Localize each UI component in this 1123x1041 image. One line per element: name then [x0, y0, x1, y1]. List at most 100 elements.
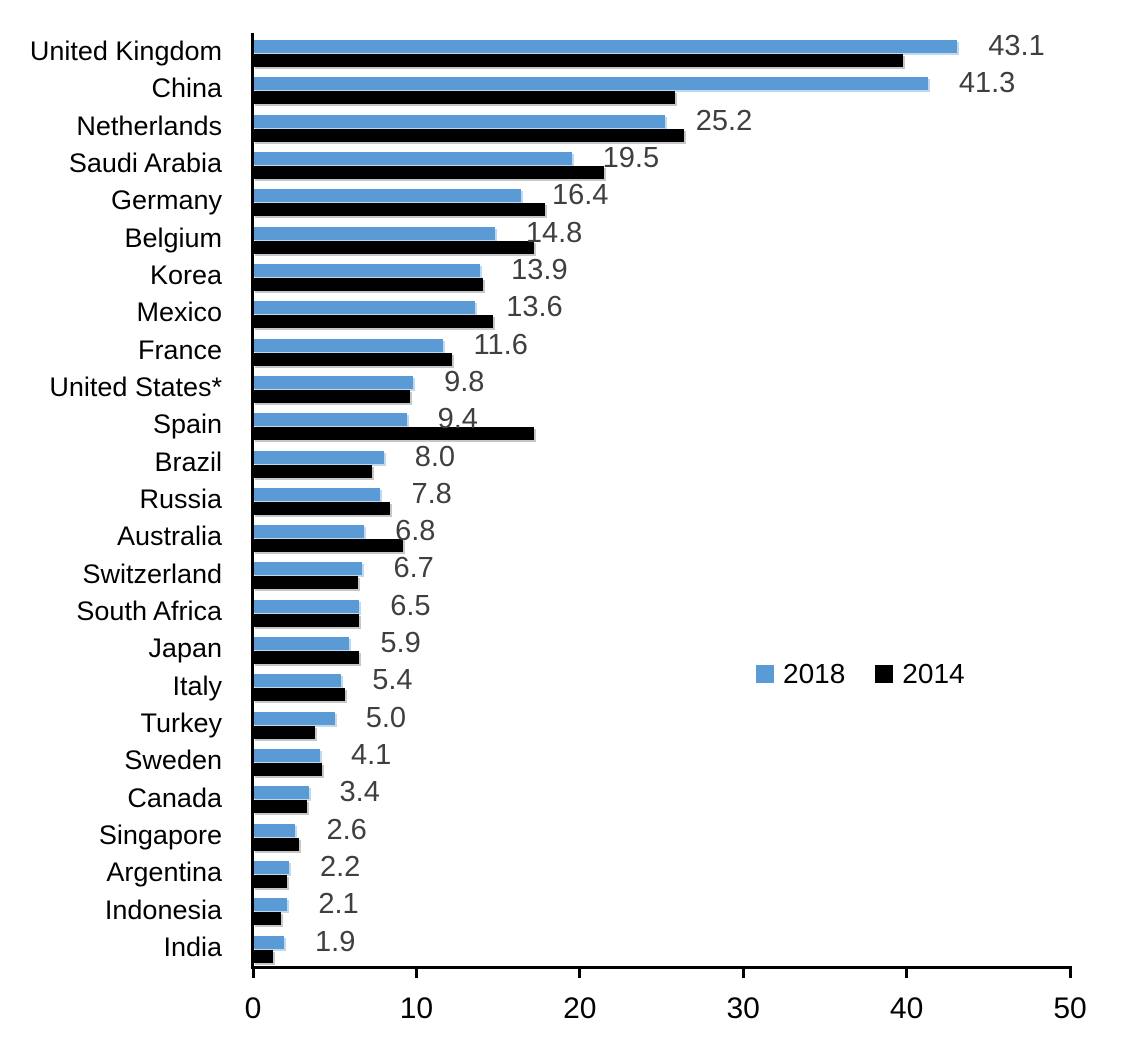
legend-swatch-2014 [875, 665, 894, 683]
category-label-china: China [151, 73, 222, 104]
data-label-sweden: 4.1 [350, 739, 392, 772]
bar-2018-south-africa [253, 599, 360, 613]
data-label-turkey: 5.0 [365, 701, 407, 734]
category-label-united-kingdom: United Kingdom [29, 36, 222, 67]
bar-2018-spain [253, 413, 407, 427]
category-label-australia: Australia [116, 521, 222, 552]
bar-2018-mexico [253, 301, 476, 315]
bar-2014-mexico [253, 315, 494, 329]
data-label-saudi-arabia: 19.5 [602, 141, 660, 174]
data-label-switzerland: 6.7 [393, 552, 434, 585]
bar-2014-belgium [253, 240, 535, 254]
data-label-france: 11.6 [473, 328, 528, 361]
bar-2014-spain [253, 427, 535, 441]
x-axis-tick-50 [1068, 969, 1072, 978]
bar-2018-korea [253, 263, 481, 277]
data-label-argentina: 2.2 [319, 851, 361, 884]
bar-2018-belgium [253, 226, 495, 240]
category-label-italy: Italy [172, 670, 222, 701]
category-label-france: France [137, 334, 222, 365]
data-label-spain: 9.4 [437, 403, 478, 436]
legend-item-2014: 2014 [875, 658, 965, 690]
x-axis-tick-label-0: 0 [244, 992, 262, 1025]
data-label-japan: 5.9 [380, 627, 421, 660]
bar-2014-indonesia [253, 912, 281, 926]
bar-2014-germany [253, 203, 546, 217]
bar-2014-korea [253, 277, 484, 291]
x-axis-tick-30 [741, 969, 745, 978]
bar-2014-netherlands [253, 128, 685, 142]
bar-2018-canada [253, 786, 309, 800]
bar-2014-saudi-arabia [253, 165, 605, 179]
bar-2018-switzerland [253, 562, 363, 576]
data-label-south-africa: 6.5 [390, 589, 431, 622]
category-label-netherlands: Netherlands [76, 110, 222, 141]
x-axis-tick-10 [414, 969, 418, 978]
legend-item-2018: 2018 [756, 658, 845, 690]
category-label-south-africa: South Africa [76, 595, 222, 626]
x-axis-tick-label-10: 10 [399, 992, 434, 1025]
bar-2014-india [253, 949, 273, 963]
bar-2018-france [253, 338, 443, 352]
category-label-spain: Spain [152, 409, 222, 440]
bar-2018-united-states [253, 375, 414, 389]
category-label-belgium: Belgium [124, 222, 222, 253]
bar-2018-turkey [253, 711, 335, 725]
bar-2014-australia [253, 539, 404, 553]
bar-2014-france [253, 352, 453, 366]
bar-2014-sweden [253, 763, 322, 777]
bar-2018-saudi-arabia [253, 151, 572, 165]
bar-2018-singapore [253, 823, 296, 837]
bar-2018-indonesia [253, 898, 288, 912]
bar-2014-japan [253, 651, 360, 665]
category-label-canada: Canada [127, 782, 222, 813]
data-label-singapore: 2.6 [326, 813, 367, 846]
bar-2018-sweden [253, 749, 320, 763]
data-label-korea: 13.9 [511, 253, 568, 286]
category-label-russia: Russia [139, 483, 222, 514]
bar-2018-italy [253, 674, 342, 688]
category-label-japan: Japan [148, 633, 222, 664]
data-label-indonesia: 2.1 [318, 888, 359, 921]
data-label-united-kingdom: 43.1 [988, 30, 1045, 62]
category-label-indonesia: Indonesia [104, 894, 222, 925]
bar-2014-switzerland [253, 576, 358, 590]
bar-2018-russia [253, 487, 381, 501]
category-label-mexico: Mexico [136, 297, 222, 328]
category-label-korea: Korea [149, 260, 222, 291]
data-label-china: 41.3 [958, 67, 1016, 100]
x-axis-tick-label-30: 30 [726, 992, 760, 1025]
y-axis-line [251, 33, 254, 969]
x-axis-tick-40 [905, 969, 909, 978]
data-label-australia: 6.8 [395, 515, 436, 548]
category-label-turkey: Turkey [140, 707, 222, 738]
bar-2014-united-states [253, 389, 410, 403]
x-axis-tick-20 [578, 969, 582, 978]
x-axis-tick-label-50: 50 [1053, 992, 1087, 1025]
category-label-singapore: Singapore [98, 819, 222, 850]
bar-2014-canada [253, 800, 307, 814]
bar-2014-turkey [253, 725, 316, 739]
data-label-united-states: 9.8 [444, 365, 485, 398]
bar-2018-india [253, 935, 285, 949]
bar-2018-japan [253, 637, 350, 651]
legend-swatch-2018 [756, 665, 774, 683]
x-axis-tick-0 [251, 969, 255, 978]
x-axis-tick-label-20: 20 [563, 992, 597, 1025]
bar-2014-brazil [253, 464, 373, 478]
legend: 2018 2014 [756, 658, 965, 690]
category-label-united-states: United States* [49, 372, 222, 403]
bar-2018-brazil [253, 450, 384, 464]
bar-2018-germany [253, 189, 521, 203]
data-label-germany: 16.4 [551, 179, 609, 212]
data-label-russia: 7.8 [411, 477, 452, 510]
data-label-india: 1.9 [315, 925, 356, 958]
data-label-canada: 3.4 [339, 776, 380, 809]
legend-label-2018: 2018 [783, 658, 846, 689]
data-label-belgium: 14.8 [525, 216, 583, 249]
category-label-germany: Germany [110, 185, 222, 216]
bar-2014-united-kingdom [253, 54, 904, 67]
category-label-sweden: Sweden [124, 745, 222, 776]
x-axis-tick-label-40: 40 [889, 992, 924, 1025]
